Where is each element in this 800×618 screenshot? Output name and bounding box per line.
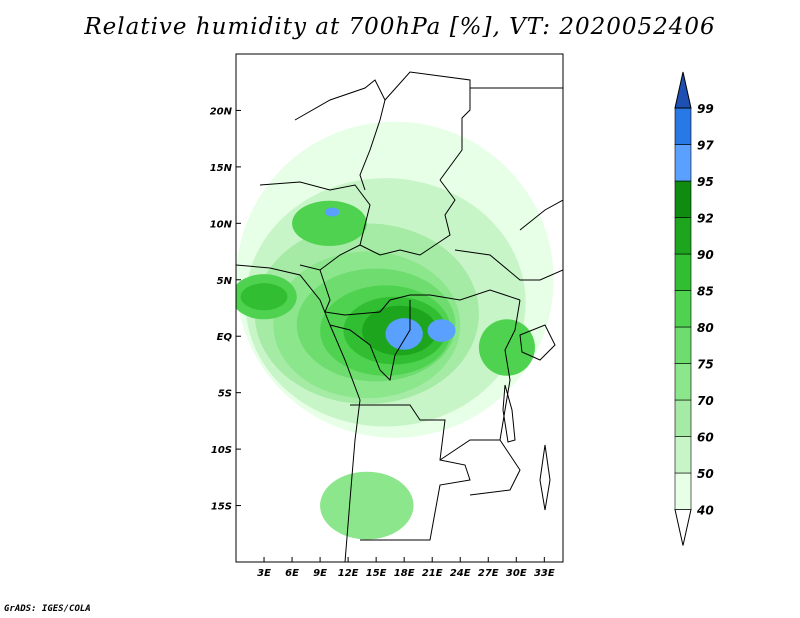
map-title: Relative humidity at 700hPa [%], VT: 202… [84, 14, 716, 40]
humidity-region-11 [240, 283, 288, 311]
border-sudan-chad [434, 179, 456, 246]
colorbar-label-97: 97 [697, 139, 714, 153]
colorbar-label-50: 50 [697, 467, 714, 481]
latitude-axis: 20N 15N 10N 5N EQ 5S 10S 15S [210, 106, 241, 513]
colorbar-bin-80 [674, 290, 692, 328]
lon-label-30E: 30E [506, 568, 527, 579]
lon-label-9E: 9E [313, 568, 327, 579]
lon-label-6E: 6E [285, 568, 299, 579]
grads-credit: GrADS: IGES/COLA [4, 604, 91, 614]
lon-label-27E: 27E [478, 568, 499, 579]
humidity-region-14 [478, 319, 535, 376]
humidity-region-9 [427, 319, 456, 342]
colorbar-bin-90 [674, 217, 692, 255]
humidity-region-13 [324, 207, 340, 217]
border-angola [350, 404, 471, 541]
humidity-region-15 [320, 471, 414, 540]
lon-label-18E: 18E [394, 568, 415, 579]
humidity-fields [236, 121, 554, 540]
colorbar-label-99: 99 [697, 102, 714, 116]
border-chad-car [359, 244, 436, 256]
lat-label-5N: 5N [217, 276, 233, 287]
colorbar-bin-40 [674, 472, 692, 510]
colorbar-bin-95 [674, 144, 692, 182]
lon-label-24E: 24E [450, 568, 471, 579]
colorbar-bin-85 [674, 253, 692, 291]
lat-label-15N: 15N [210, 163, 233, 174]
colorbar-label-40: 40 [696, 504, 714, 518]
colorbar-label-80: 80 [697, 321, 714, 335]
lat-label-EQ: EQ [217, 332, 233, 343]
colorbar-bin-92 [674, 180, 692, 218]
humidity-region-8 [385, 318, 423, 350]
colorbar: 40 50 60 70 75 80 85 90 92 95 97 99 [674, 71, 714, 546]
colorbar-label-70: 70 [697, 394, 714, 408]
lat-label-5S: 5S [218, 389, 232, 400]
longitude-axis: 3E 6E 9E 12E 15E 18E 21E 24E 27E 30E 33E [257, 557, 555, 579]
border-congo [329, 300, 411, 382]
lon-label-15E: 15E [366, 568, 387, 579]
lon-label-33E: 33E [534, 568, 555, 579]
colorbar-label-92: 92 [697, 212, 714, 226]
lat-label-20N: 20N [210, 106, 233, 117]
border-zambia [439, 439, 521, 496]
lat-label-15S: 15S [211, 502, 232, 513]
lon-label-21E: 21E [422, 568, 443, 579]
colorbar-bin-50 [674, 436, 692, 474]
colorbar-label-75: 75 [697, 358, 714, 372]
colorbar-label-90: 90 [697, 248, 714, 262]
colorbar-bin-60 [674, 399, 692, 437]
lon-label-3E: 3E [257, 568, 271, 579]
colorbar-bin-70 [674, 363, 692, 401]
coastline-west [236, 264, 361, 562]
colorbar-label-60: 60 [697, 431, 714, 445]
border-south-sudan [454, 249, 563, 281]
lon-label-12E: 12E [338, 568, 359, 579]
border-car-drc [379, 289, 521, 313]
colorbar-bin-75 [674, 326, 692, 364]
lake-tanganyika [502, 384, 516, 443]
humidity-region-12 [292, 200, 367, 246]
colorbar-below-min [674, 509, 692, 546]
colorbar-above-max [674, 71, 692, 109]
lake-malawi [539, 444, 551, 511]
border-ethiopia [519, 199, 563, 231]
colorbar-bin-97 [674, 107, 692, 145]
border-nigeria [259, 181, 371, 271]
colorbar-label-85: 85 [697, 285, 714, 299]
lat-label-10N: 10N [210, 219, 233, 230]
border-libya-chad [384, 71, 471, 181]
lake-victoria [519, 324, 556, 361]
country-borders [236, 71, 563, 562]
colorbar-label-95: 95 [697, 175, 714, 189]
lat-label-10S: 10S [211, 445, 232, 456]
map-frame [235, 53, 564, 563]
